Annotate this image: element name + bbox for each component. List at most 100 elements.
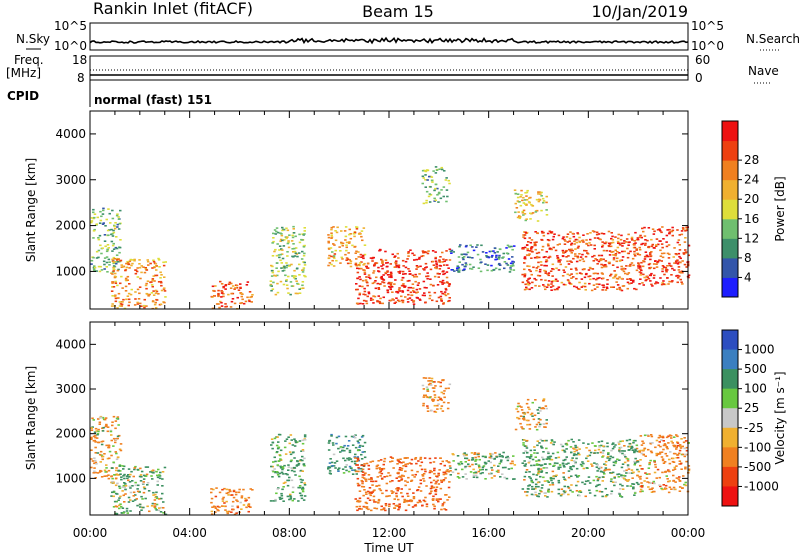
echo-cell: [114, 222, 117, 224]
echo-cell: [105, 475, 109, 477]
echo-cell: [550, 490, 554, 493]
echo-cell: [511, 462, 514, 465]
echo-cell: [671, 267, 674, 270]
echo-cell: [447, 387, 450, 390]
echo-cell: [123, 473, 126, 476]
echo-cell: [593, 462, 596, 464]
echo-cell: [412, 497, 416, 500]
colorbar-segment: [722, 238, 738, 259]
echo-cell: [550, 440, 554, 442]
echo-cell: [668, 253, 671, 256]
echo-cell: [633, 240, 636, 242]
echo-cell: [111, 217, 115, 220]
echo-cell: [554, 249, 558, 252]
echo-cell: [100, 476, 104, 478]
echo-cell: [159, 511, 163, 513]
echo-cell: [125, 262, 128, 265]
echo-cell: [440, 281, 444, 284]
echo-cell: [542, 451, 545, 453]
echo-cell: [441, 292, 444, 295]
echo-cell: [545, 419, 548, 421]
echo-cell: [102, 426, 105, 429]
echo-cell: [299, 459, 303, 461]
echo-cell: [446, 499, 449, 501]
echo-cell: [606, 442, 609, 444]
echo-cell: [372, 499, 376, 501]
echo-cell: [435, 264, 438, 266]
echo-cell: [613, 446, 616, 448]
echo-cell: [420, 255, 423, 258]
echo-cell: [333, 244, 336, 246]
echo-cell: [471, 257, 474, 259]
echo-cell: [104, 425, 108, 428]
echo-cell: [375, 507, 379, 510]
echo-cell: [583, 282, 587, 285]
echo-cell: [381, 302, 384, 305]
echo-cell: [338, 467, 341, 469]
echo-cell: [388, 276, 391, 278]
echo-cell: [301, 486, 305, 489]
echo-cell: [126, 260, 129, 263]
echo-cell: [565, 444, 569, 446]
echo-cell: [659, 436, 663, 438]
echo-cell: [593, 244, 596, 247]
echo-cell: [281, 257, 285, 260]
echo-cell: [466, 256, 470, 258]
echo-cell: [291, 255, 294, 258]
colorbar-tick-label: -25: [744, 421, 764, 435]
echo-cell: [538, 191, 542, 193]
echo-cell: [114, 512, 117, 515]
echo-cell: [649, 258, 652, 261]
echo-cell: [386, 289, 389, 291]
echo-cell: [423, 286, 426, 289]
echo-cell: [155, 509, 158, 511]
echo-cell: [354, 262, 358, 265]
echo-cell: [327, 257, 331, 259]
echo-cell: [135, 498, 138, 500]
echo-cell: [486, 264, 490, 266]
echo-cell: [449, 470, 452, 472]
echo-cell: [495, 456, 499, 458]
echo-cell: [524, 192, 527, 194]
echo-cell: [124, 483, 127, 485]
echo-cell: [546, 456, 550, 458]
echo-cell: [289, 453, 293, 456]
echo-cell: [389, 263, 392, 265]
echo-cell: [112, 242, 115, 245]
echo-cell: [539, 468, 543, 470]
echo-cell: [330, 228, 333, 231]
echo-cell: [372, 270, 376, 272]
echo-cell: [464, 265, 467, 268]
echo-cell: [638, 254, 642, 256]
echo-cell: [620, 259, 624, 261]
echo-cell: [614, 462, 617, 464]
x-tick-label: 00:00: [73, 526, 108, 540]
echo-cell: [271, 242, 274, 244]
colorbar-segment: [722, 199, 738, 220]
echo-cell: [383, 285, 386, 287]
echo-cell: [441, 251, 444, 254]
echo-cell: [443, 501, 446, 504]
echo-cell: [303, 457, 306, 460]
echo-cell: [574, 253, 577, 255]
echo-cell: [136, 267, 139, 269]
echo-cell: [92, 211, 95, 214]
echo-cell: [537, 470, 541, 473]
echo-cell: [653, 461, 656, 463]
echo-cell: [398, 468, 401, 471]
echo-cell: [581, 258, 584, 260]
echo-cell: [531, 481, 535, 484]
echo-cell: [652, 263, 656, 265]
echo-cell: [132, 491, 136, 494]
echo-cell: [329, 458, 332, 460]
echo-cell: [410, 463, 413, 465]
echo-cell: [227, 283, 231, 285]
echo-cell: [591, 465, 594, 467]
echo-cell: [577, 475, 581, 477]
echo-cell: [107, 444, 111, 447]
echo-cell: [501, 456, 504, 458]
echo-cell: [339, 451, 342, 453]
echo-cell: [396, 504, 399, 507]
echo-cell: [102, 209, 105, 212]
echo-cell: [161, 471, 165, 473]
